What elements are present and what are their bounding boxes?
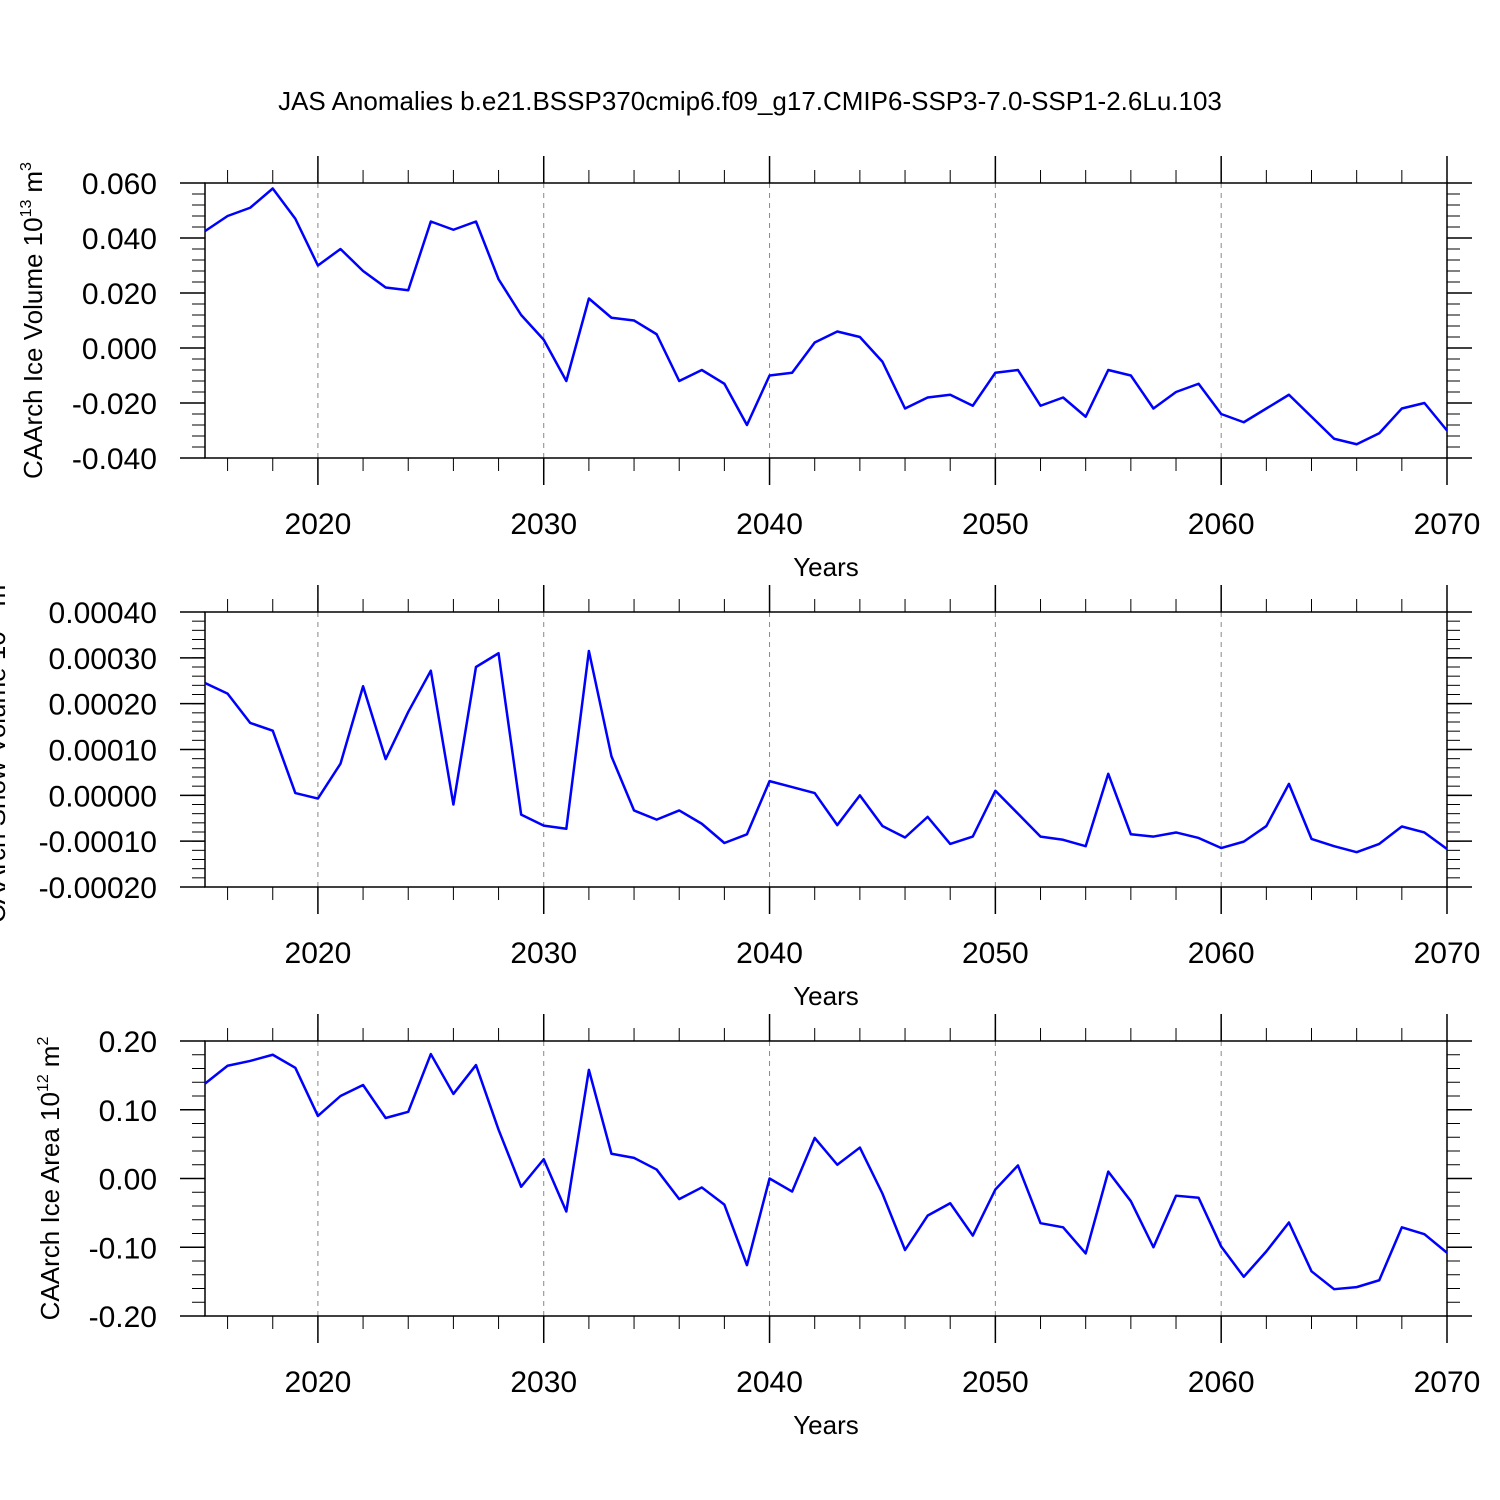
y-tick-label: 0.10 [99, 1095, 157, 1128]
y-label-text: CAArch Ice Volume 10 [18, 217, 48, 479]
x-axis-label: Years [793, 981, 859, 1011]
y-axis-label: CAArch Ice Volume 1013 m3 [18, 162, 48, 479]
y-tick-label: -0.020 [72, 388, 157, 421]
x-tick-label: 2060 [1188, 1366, 1255, 1399]
y-label-exponent: 12 [35, 1074, 52, 1092]
y-tick-label: 0.00 [99, 1164, 157, 1197]
x-tick-label: 2070 [1414, 937, 1481, 970]
y-label-unit: m [35, 1046, 65, 1068]
plot-frame [204, 182, 1448, 459]
x-tick-label: 2050 [962, 1366, 1029, 1399]
y-label-unit: m [18, 171, 48, 193]
y-tick-label: -0.10 [89, 1232, 157, 1265]
y-tick-label: 0.00030 [49, 643, 157, 676]
x-tick-label: 2040 [736, 1366, 803, 1399]
y-tick-label: 0.20 [99, 1026, 157, 1059]
x-tick-label: 2020 [285, 1366, 352, 1399]
x-tick-label: 2020 [285, 508, 352, 541]
plot-frame [204, 611, 1448, 888]
y-tick-label: 0.00000 [49, 780, 157, 813]
y-label-text: CAArch Snow Volume 10 [0, 631, 11, 923]
x-tick-label: 2050 [962, 937, 1029, 970]
y-tick-label: 0.00020 [49, 689, 157, 722]
x-tick-label: 2060 [1188, 508, 1255, 541]
y-tick-label: 0.060 [82, 168, 157, 201]
x-tick-label: 2070 [1414, 1366, 1481, 1399]
y-tick-label: -0.00020 [39, 872, 157, 905]
y-tick-label: 0.040 [82, 223, 157, 256]
x-tick-label: 2030 [510, 937, 577, 970]
x-tick-label: 2040 [736, 508, 803, 541]
y-label-unit-exponent: 2 [35, 1037, 52, 1046]
y-tick-label: -0.20 [89, 1301, 157, 1334]
data-line [204, 187, 1448, 446]
y-axis-label: CAArch Snow Volume 1013m3 [0, 576, 11, 923]
x-tick-label: 2070 [1414, 508, 1481, 541]
x-tick-label: 2040 [736, 937, 803, 970]
x-axis-label: Years [793, 1410, 859, 1440]
x-tick-label: 2030 [510, 508, 577, 541]
data-line [204, 1052, 1448, 1291]
y-tick-label: 0.020 [82, 278, 157, 311]
figure-title: JAS Anomalies b.e21.BSSP370cmip6.f09_g17… [278, 86, 1222, 116]
y-label-unit-exponent: 3 [18, 162, 35, 171]
x-tick-label: 2030 [510, 1366, 577, 1399]
y-tick-label: 0.00040 [49, 597, 157, 630]
y-label-exponent: 13 [18, 200, 35, 218]
y-label-unit: m [0, 585, 11, 607]
x-tick-label: 2020 [285, 937, 352, 970]
y-axis-label: CAArch Ice Area 1012 m2 [35, 1037, 65, 1321]
x-axis-label: Years [793, 552, 859, 582]
y-tick-label: -0.040 [72, 443, 157, 476]
y-tick-label: -0.00010 [39, 826, 157, 859]
plot-frame [204, 1040, 1448, 1317]
y-label-text: CAArch Ice Area 10 [35, 1092, 65, 1320]
y-tick-label: 0.000 [82, 333, 157, 366]
x-tick-label: 2050 [962, 508, 1029, 541]
data-line [204, 649, 1448, 854]
x-tick-label: 2060 [1188, 937, 1255, 970]
y-tick-label: 0.00010 [49, 735, 157, 768]
